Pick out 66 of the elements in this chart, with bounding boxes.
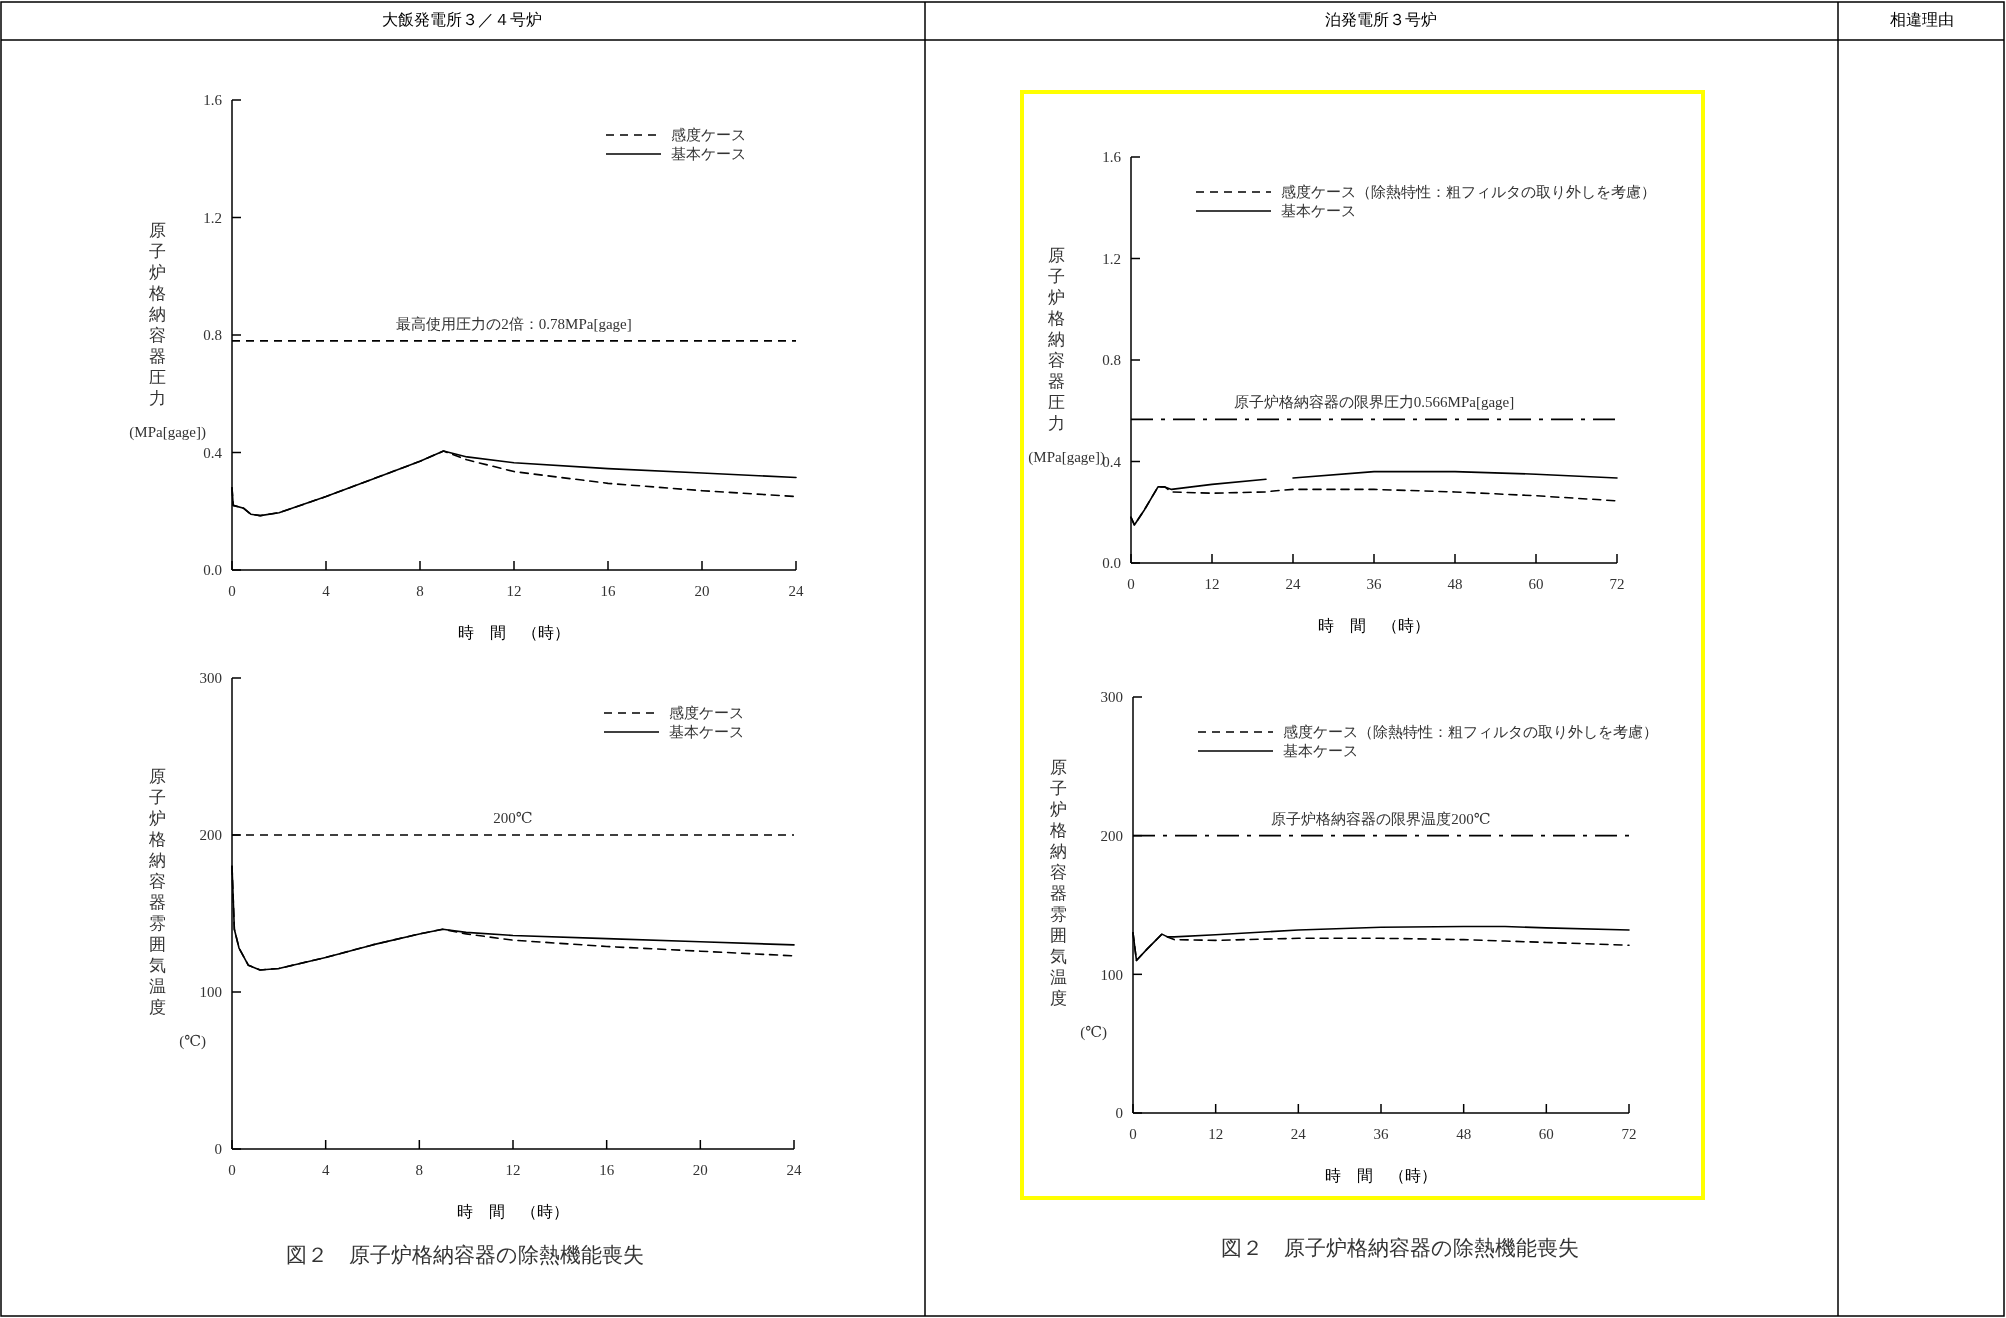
chart-title: 泊発電所３号炉	[1325, 11, 1437, 28]
y-tick-label: 300	[1100, 689, 1123, 706]
y-tick-label: 1.6	[203, 92, 223, 109]
x-tick-label: 0	[1129, 1126, 1137, 1142]
legend-label: 基本ケース	[1283, 743, 1358, 760]
x-axis-title: 時 間 （時）	[458, 624, 570, 641]
x-tick-label: 72	[1621, 1126, 1637, 1142]
x-axis-title: 時 間 （時）	[1318, 617, 1430, 634]
x-tick-label: 12	[1204, 576, 1220, 592]
y-tick-label: 200	[1100, 827, 1123, 844]
legend-label: 基本ケース	[671, 146, 746, 163]
y-tick-label: 1.6	[1102, 149, 1122, 166]
text: 相違理由	[1890, 11, 1954, 28]
x-tick-label: 8	[415, 1162, 424, 1178]
legend-label: 感度ケース	[669, 705, 744, 722]
x-tick-label: 12	[505, 1162, 521, 1178]
x-tick-label: 48	[1447, 576, 1463, 592]
y-tick-label: 100	[1100, 966, 1123, 983]
y-tick-label: 100	[199, 984, 222, 1001]
x-tick-label: 4	[322, 583, 331, 599]
y-tick-label: 0.4	[203, 444, 223, 461]
y-tick-label: 0	[214, 1141, 222, 1158]
x-tick-label: 20	[694, 583, 710, 599]
legend-label: 基本ケース	[669, 724, 744, 741]
caption: 図２ 原子炉格納容器の除熱機能喪失	[1221, 1236, 1579, 1260]
y-tick-label: 0.0	[1102, 555, 1121, 572]
legend-label: 感度ケース（除熱特性：粗フィルタの取り外しを考慮）	[1281, 184, 1656, 201]
caption: 図２ 原子炉格納容器の除熱機能喪失	[286, 1243, 644, 1267]
x-tick-label: 16	[599, 1162, 615, 1178]
y-tick-label: 0.8	[1102, 352, 1121, 369]
x-tick-label: 12	[506, 583, 522, 599]
ref-line-label: 原子炉格納容器の限界圧力0.566MPa[gage]	[1233, 394, 1515, 411]
x-tick-label: 60	[1538, 1126, 1554, 1142]
x-tick-label: 0	[228, 583, 236, 599]
x-tick-label: 24	[788, 583, 804, 599]
x-tick-label: 48	[1456, 1126, 1472, 1142]
y-tick-label: 0.0	[203, 562, 222, 579]
legend-label: 感度ケース	[671, 127, 746, 144]
y-tick-label: 0	[1115, 1105, 1123, 1122]
x-tick-label: 24	[1285, 576, 1301, 592]
x-tick-label: 12	[1208, 1126, 1224, 1142]
y-tick-label: 200	[199, 827, 222, 844]
legend-label: 感度ケース（除熱特性：粗フィルタの取り外しを考慮）	[1283, 724, 1658, 741]
y-tick-label: 1.2	[1102, 250, 1121, 267]
x-tick-label: 24	[1290, 1126, 1307, 1142]
chart-title: 大飯発電所３／４号炉	[382, 11, 542, 28]
x-tick-label: 60	[1528, 576, 1544, 592]
x-tick-label: 36	[1366, 576, 1382, 592]
x-tick-label: 8	[416, 583, 424, 599]
x-tick-label: 24	[786, 1162, 802, 1178]
x-axis-title: 時 間 （時）	[457, 1203, 569, 1220]
legend-label: 基本ケース	[1281, 203, 1356, 220]
y-tick-label: 0.8	[203, 327, 222, 344]
y-tick-label: 1.2	[203, 209, 222, 226]
y-tick-label: 300	[199, 670, 222, 687]
x-tick-label: 36	[1373, 1126, 1389, 1142]
x-axis-title: 時 間 （時）	[1325, 1167, 1437, 1184]
x-tick-label: 20	[692, 1162, 708, 1178]
ref-line-label: 200℃	[493, 810, 533, 826]
ref-line-label: 最高使用圧力の2倍：0.78MPa[gage]	[396, 315, 632, 332]
x-tick-label: 0	[1127, 576, 1135, 592]
x-tick-label: 72	[1609, 576, 1625, 592]
ref-line-label: 原子炉格納容器の限界温度200℃	[1271, 810, 1491, 827]
x-tick-label: 16	[600, 583, 616, 599]
x-tick-label: 0	[228, 1162, 236, 1178]
x-tick-label: 4	[321, 1162, 330, 1178]
